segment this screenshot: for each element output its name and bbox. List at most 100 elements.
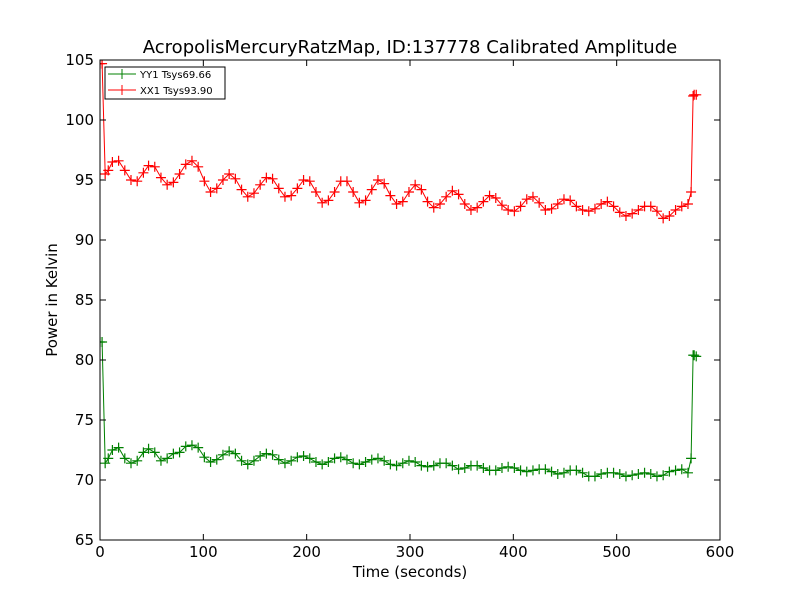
- data-point: [372, 175, 383, 185]
- data-point: [459, 199, 470, 209]
- data-point: [509, 463, 520, 473]
- data-point: [571, 201, 582, 212]
- data-point: [126, 175, 136, 185]
- data-point: [230, 173, 241, 184]
- data-point: [484, 190, 495, 201]
- data-point: [627, 470, 638, 481]
- data-point: [527, 191, 538, 202]
- data-point: [255, 179, 266, 190]
- data-point: [686, 453, 697, 464]
- data-point: [261, 172, 272, 183]
- data-point: [614, 207, 625, 218]
- data-point: [248, 455, 259, 466]
- data-point: [391, 460, 402, 471]
- data-point: [465, 205, 476, 215]
- data-point: [372, 453, 383, 464]
- data-point: [589, 203, 600, 214]
- data-point: [691, 351, 702, 362]
- data-point: [354, 459, 365, 470]
- data-point: [113, 155, 124, 166]
- data-point: [558, 194, 569, 205]
- data-point: [527, 465, 538, 476]
- data-point: [639, 467, 650, 478]
- data-point: [155, 455, 166, 466]
- data-point: [521, 194, 532, 205]
- plot-frame: [99, 59, 721, 541]
- x-tick-label: 100: [189, 543, 218, 561]
- data-point: [310, 187, 321, 197]
- data-point: [329, 187, 340, 197]
- data-point: [608, 201, 619, 212]
- data-point: [472, 202, 483, 213]
- data-point: [496, 463, 507, 473]
- data-point: [103, 165, 114, 176]
- data-point: [670, 205, 681, 215]
- data-point: [180, 159, 191, 170]
- data-point: [403, 187, 414, 197]
- data-point: [323, 195, 334, 206]
- data-point: [596, 469, 607, 479]
- data-point: [676, 464, 687, 475]
- data-point: [360, 195, 371, 206]
- data-point: [633, 205, 644, 215]
- legend: YY1 Tsys69.66 XX1 Tsys93.90: [104, 66, 226, 100]
- data-point: [335, 452, 346, 463]
- series-1: [100, 60, 702, 224]
- data-point: [143, 443, 154, 454]
- y-tick-label: 85: [75, 291, 94, 309]
- data-point: [403, 455, 414, 466]
- data-point: [503, 205, 514, 215]
- data-point: [138, 447, 149, 458]
- data-point: [515, 201, 526, 212]
- data-point: [515, 465, 526, 476]
- data-point: [149, 161, 160, 172]
- data-point: [546, 203, 557, 214]
- data-point: [552, 469, 563, 479]
- x-tick-label: 600: [706, 543, 735, 561]
- data-point: [149, 447, 160, 458]
- data-point: [391, 199, 402, 209]
- data-point: [676, 201, 687, 212]
- y-tick-label: 75: [75, 411, 94, 429]
- data-point: [360, 457, 371, 467]
- data-point: [193, 442, 204, 453]
- data-point: [596, 199, 607, 209]
- data-point: [155, 172, 166, 183]
- data-point: [138, 167, 149, 178]
- data-point: [651, 471, 662, 482]
- data-point: [236, 455, 247, 466]
- data-point: [496, 200, 507, 211]
- data-point: [620, 471, 631, 482]
- data-point: [428, 202, 439, 213]
- data-point: [422, 461, 433, 472]
- series-layer: [100, 60, 702, 482]
- data-point: [162, 179, 173, 190]
- data-point: [267, 173, 278, 184]
- data-point: [317, 197, 328, 208]
- data-point: [261, 448, 272, 459]
- data-point: [162, 453, 173, 464]
- legend-box: [104, 66, 226, 100]
- data-point: [658, 470, 669, 481]
- data-point: [341, 454, 352, 465]
- data-point: [119, 165, 130, 176]
- data-point: [670, 465, 681, 476]
- y-axis-label: Power in Kelvin: [43, 243, 61, 357]
- legend-label: XX1 Tsys93.90: [140, 86, 213, 97]
- data-point: [608, 467, 619, 478]
- data-point: [434, 199, 445, 209]
- y-tick-label: 90: [75, 231, 94, 249]
- data-point: [534, 197, 545, 208]
- data-point: [107, 157, 118, 167]
- data-point: [540, 205, 551, 215]
- data-point: [682, 199, 693, 209]
- data-point: [453, 464, 464, 475]
- legend-entry: XX1 Tsys93.90: [108, 85, 213, 97]
- data-point: [132, 455, 143, 466]
- data-point: [385, 459, 396, 470]
- data-point: [224, 169, 235, 179]
- data-point: [645, 201, 656, 212]
- data-point: [571, 465, 582, 476]
- data-point: [366, 184, 377, 195]
- data-point: [199, 176, 210, 187]
